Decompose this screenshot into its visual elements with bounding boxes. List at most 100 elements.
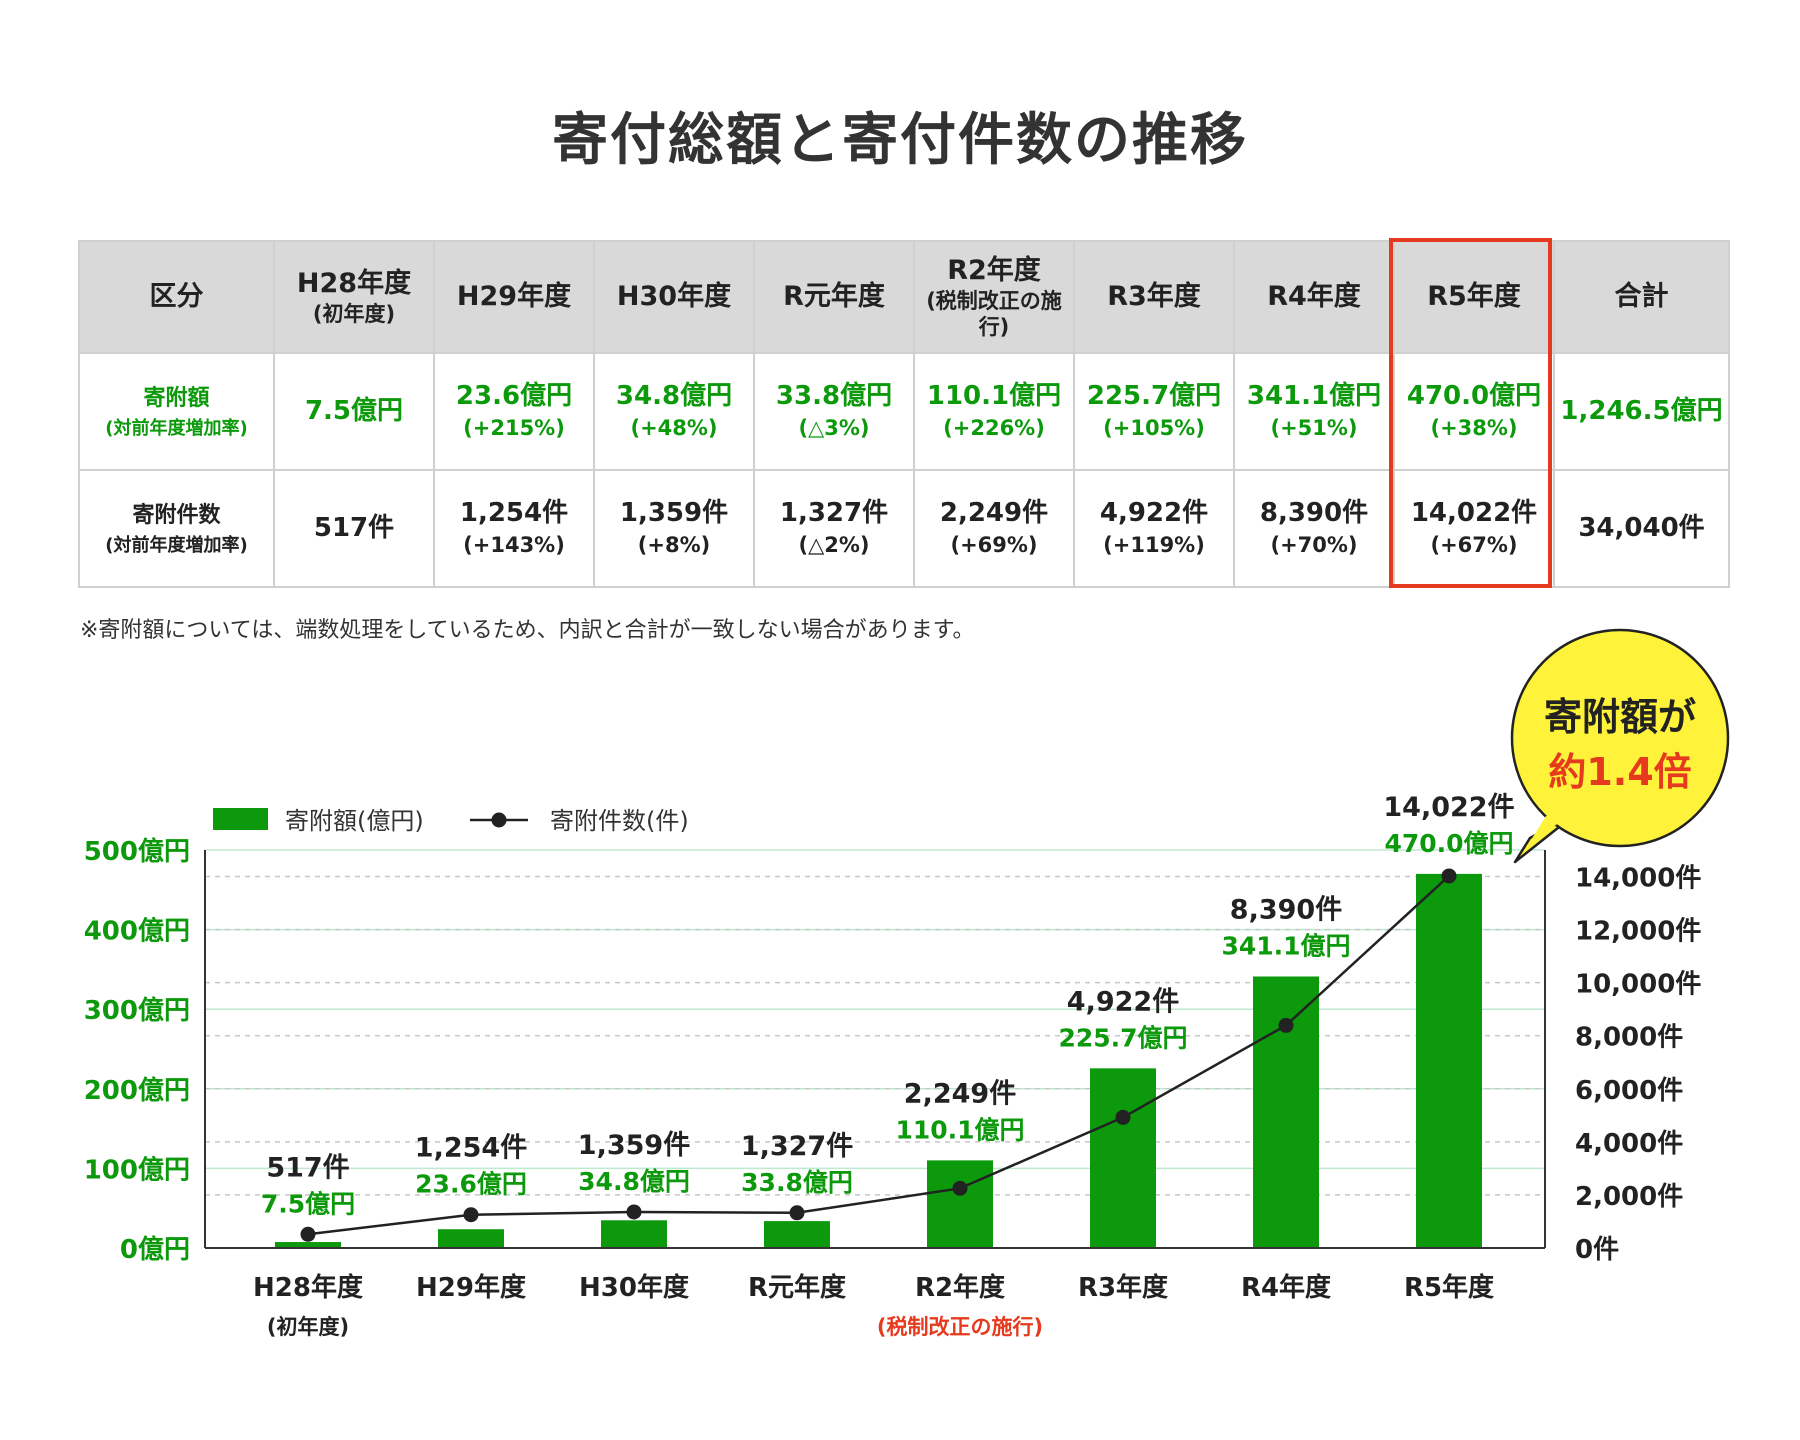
cell-value: 7.5億円 xyxy=(304,395,404,426)
legend-bar-label: 寄附額(億円) xyxy=(285,807,424,835)
table-header-label: R2年度 xyxy=(947,254,1041,286)
x-tick-sublabel: (初年度) xyxy=(267,1315,349,1339)
count-value-label: 1,359件 xyxy=(578,1130,690,1161)
table-cell: 8,390件 (+70%) xyxy=(1233,469,1395,588)
cell-value: 470.0億円 xyxy=(1406,380,1542,411)
table-cell: 23.6億円 (+215%) xyxy=(433,352,595,471)
y-right-tick-label: 0件 xyxy=(1575,1235,1619,1265)
cell-rate: (△3%) xyxy=(798,415,870,440)
table-cell: 225.7億円 (+105%) xyxy=(1073,352,1235,471)
callout-line1: 寄附額が xyxy=(1544,695,1696,739)
table-header-4: R元年度 xyxy=(753,240,915,354)
cell-value: 34,040件 xyxy=(1578,512,1705,543)
x-tick-label: H28年度 xyxy=(253,1272,363,1303)
callout-line2: 約1.4倍 xyxy=(1548,750,1691,794)
bar-value-label: 470.0億円 xyxy=(1384,829,1513,858)
table-header-label: R3年度 xyxy=(1107,281,1201,313)
count-value-label: 1,327件 xyxy=(741,1131,853,1162)
y-left-tick-label: 200億円 xyxy=(84,1076,190,1106)
table-cell: 1,246.5億円 xyxy=(1553,352,1730,471)
count-point-7 xyxy=(1441,868,1457,884)
table-header-label: H29年度 xyxy=(456,281,572,313)
table-header-label: 合計 xyxy=(1614,281,1669,313)
cell-value: 8,390件 xyxy=(1259,497,1369,528)
x-tick-label: H29年度 xyxy=(416,1272,526,1303)
bar-value-label: 7.5億円 xyxy=(261,1189,355,1218)
table-header-label: 区分 xyxy=(149,281,204,313)
bar-2 xyxy=(601,1220,667,1248)
callout-bubble xyxy=(1510,628,1730,848)
cell-value: 1,246.5億円 xyxy=(1560,395,1723,426)
table-header-sub: (税制改正の施行) xyxy=(926,288,1062,339)
table-cell: 341.1億円 (+51%) xyxy=(1233,352,1395,471)
cell-rate: (+119%) xyxy=(1103,532,1205,557)
table-row: 寄附額 (対前年度増加率) 7.5億円 23.6億円 (+215%) 34.8億円 (+48… xyxy=(78,352,1730,471)
x-tick-label: H30年度 xyxy=(579,1272,689,1303)
count-value-label: 1,254件 xyxy=(415,1133,527,1164)
x-tick-label: R元年度 xyxy=(748,1272,846,1303)
cell-rate: (+143%) xyxy=(463,532,565,557)
bar-value-label: 110.1億円 xyxy=(895,1115,1024,1144)
cell-value: 225.7億円 xyxy=(1086,380,1222,411)
cell-rate: (+51%) xyxy=(1270,415,1358,440)
cell-rate: (+69%) xyxy=(950,532,1038,557)
row-label: 寄附件数 xyxy=(132,502,221,528)
y-left-tick-label: 300億円 xyxy=(84,996,190,1026)
table-cell: 110.1億円 (+226%) xyxy=(913,352,1075,471)
y-right-tick-label: 14,000件 xyxy=(1575,864,1701,894)
table-row: 寄附件数 (対前年度増加率) 517件 1,254件 (+143%) 1,359件 (+8%… xyxy=(78,469,1730,588)
count-value-label: 517件 xyxy=(266,1152,349,1183)
table-body: 寄附額 (対前年度増加率) 7.5億円 23.6億円 (+215%) 34.8億円 (+48… xyxy=(78,352,1730,588)
bar-4 xyxy=(927,1160,993,1248)
y-right-tick-label: 6,000件 xyxy=(1575,1076,1683,1106)
bar-6 xyxy=(1253,976,1319,1248)
table-row-label: 寄附件数 (対前年度増加率) xyxy=(78,469,275,588)
count-value-label: 8,390件 xyxy=(1230,894,1342,925)
count-value-label: 2,249件 xyxy=(904,1078,1016,1109)
table-cell: 14,022件 (+67%) xyxy=(1393,469,1555,588)
cell-rate: (+215%) xyxy=(463,415,565,440)
table-cell: 1,359件 (+8%) xyxy=(593,469,755,588)
table-cell: 470.0億円 (+38%) xyxy=(1393,352,1555,471)
count-value-label: 4,922件 xyxy=(1067,986,1179,1017)
y-left-tick-label: 400億円 xyxy=(84,917,190,947)
cell-value: 14,022件 xyxy=(1410,497,1538,528)
summary-table: 区分 H28年度 (初年度) H29年度 H30年度 R元年度 R2年度 (税制改正の施行) R… xyxy=(78,240,1730,588)
table-header-3: H30年度 xyxy=(593,240,755,354)
y-left-tick-label: 0億円 xyxy=(120,1235,190,1265)
cell-value: 33.8億円 xyxy=(775,380,893,411)
table-row-label: 寄附額 (対前年度増加率) xyxy=(78,352,275,471)
bar-value-label: 34.8億円 xyxy=(578,1167,690,1196)
bar-value-label: 23.6億円 xyxy=(415,1170,527,1199)
legend-line-marker xyxy=(491,812,507,828)
table-header-label: R4年度 xyxy=(1267,281,1361,313)
table-header-label: R元年度 xyxy=(783,281,885,313)
table-cell: 1,254件 (+143%) xyxy=(433,469,595,588)
count-point-3 xyxy=(789,1205,805,1221)
y-right-tick-label: 10,000件 xyxy=(1575,970,1701,1000)
table-cell: 4,922件 (+119%) xyxy=(1073,469,1235,588)
cell-value: 1,327件 xyxy=(779,497,889,528)
y-right-tick-label: 2,000件 xyxy=(1575,1182,1683,1212)
table-header-sub: (初年度) xyxy=(312,301,396,326)
x-tick-label: R3年度 xyxy=(1078,1272,1168,1303)
table-cell: 34.8億円 (+48%) xyxy=(593,352,755,471)
count-value-label: 14,022件 xyxy=(1383,792,1514,823)
bar-value-label: 33.8億円 xyxy=(741,1168,853,1197)
table-cell: 33.8億円 (△3%) xyxy=(753,352,915,471)
y-right-tick-label: 4,000件 xyxy=(1575,1129,1683,1159)
cell-value: 110.1億円 xyxy=(926,380,1062,411)
cell-rate: (+8%) xyxy=(637,532,711,557)
table-note: ※寄附額については、端数処理をしているため、内訳と合計が一致しない場合があります… xyxy=(80,618,975,643)
cell-rate: (+226%) xyxy=(943,415,1045,440)
table-header-1: H28年度 (初年度) xyxy=(273,240,435,354)
row-label-sub: (対前年度増加率) xyxy=(105,417,248,439)
table-header-0: 区分 xyxy=(78,240,275,354)
bar-1 xyxy=(438,1229,504,1248)
table-header-label: R5年度 xyxy=(1427,281,1521,313)
x-tick-label: R5年度 xyxy=(1404,1272,1494,1303)
table-header-label: H30年度 xyxy=(616,281,732,313)
bar-value-label: 225.7億円 xyxy=(1058,1023,1187,1052)
table-cell: 517件 xyxy=(273,469,435,588)
